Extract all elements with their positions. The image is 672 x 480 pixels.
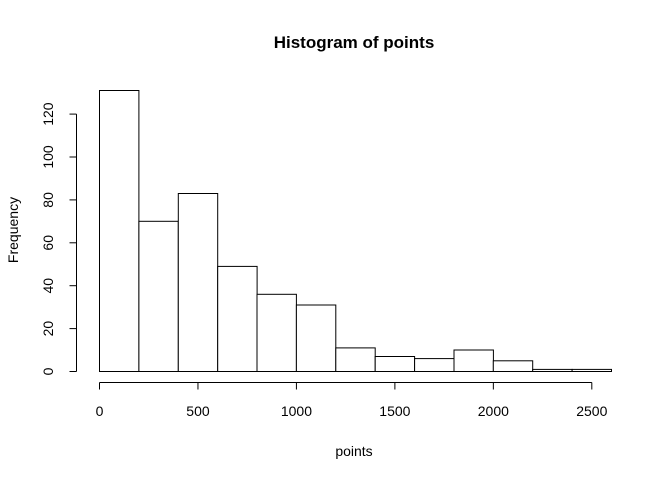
histogram-bar (295, 304, 337, 372)
x-tick-label: 0 (96, 403, 104, 419)
y-tick-label: 80 (40, 192, 56, 208)
histogram-bar (335, 347, 376, 372)
histogram-bar (571, 368, 612, 372)
y-axis: 0 20 40 60 80 100 120 (40, 102, 77, 375)
x-tick-label: 2500 (576, 403, 607, 419)
x-tick-label: 500 (186, 403, 210, 419)
x-tick-label: 1500 (379, 403, 410, 419)
x-tick-label: 1000 (281, 403, 312, 419)
y-axis-label: Frequency (5, 197, 21, 263)
bars-group (99, 90, 612, 373)
histogram-bar (453, 349, 494, 372)
y-tick-label: 20 (40, 321, 56, 337)
y-tick-label: 60 (40, 235, 56, 251)
histogram-bar (138, 220, 179, 372)
histogram-bar (217, 265, 258, 372)
x-axis: 0 500 1000 1500 2000 2500 (96, 382, 608, 419)
histogram-bar (532, 368, 573, 372)
histogram-bar (374, 356, 416, 372)
x-axis-label: points (335, 443, 372, 459)
y-tick-label: 100 (40, 145, 56, 169)
histogram-bar (414, 358, 455, 373)
x-tick-label: 2000 (478, 403, 509, 419)
histogram-bar (177, 193, 219, 372)
y-tick-label: 40 (40, 278, 56, 294)
histogram-bar (492, 360, 534, 372)
y-tick-label: 0 (40, 367, 56, 375)
chart-title: Histogram of points (274, 33, 435, 52)
histogram-bar (256, 293, 297, 372)
y-tick-label: 120 (40, 102, 56, 126)
histogram-bar (99, 90, 140, 372)
